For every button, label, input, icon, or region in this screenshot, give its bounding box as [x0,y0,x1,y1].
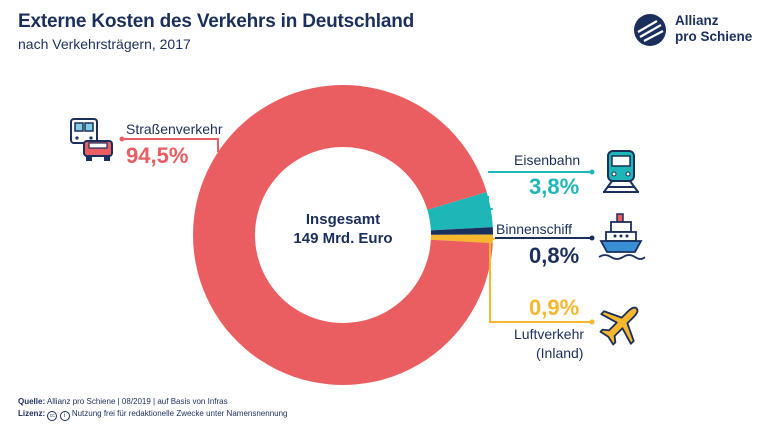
connector-strassenverkehr [122,138,219,152]
bus-car-icon [70,118,113,161]
ship-icon [598,213,645,260]
value-luftverkehr: 0,9% [529,295,580,320]
allianz-pro-schiene-logo-icon [634,14,666,46]
connector-dot-eisenbahn [589,169,595,175]
footer-license: Lizenz: cc i Nutzung frei für redaktione… [18,409,288,421]
train-icon [603,150,639,193]
label-luftverkehr-inland: (Inland) [536,345,584,361]
slice-strassenverkehr [192,84,493,385]
chart-title: Externe Kosten des Verkehrs in Deutschla… [18,11,415,32]
value-strassenverkehr: 94,5% [126,143,189,168]
connector-dot-luftverkehr [589,319,595,325]
center-total: Insgesamt 149 Mrd. Euro [268,210,418,248]
chart-subtitle: nach Verkehrsträgern, 2017 [18,36,191,52]
footer-source: Quelle: Allianz pro Schiene | 08/2019 | … [18,397,228,406]
label-luftverkehr: Luftverkehr [514,326,585,342]
connector-dot-binnenschiff [589,235,595,241]
slice-eisenbahn [427,191,493,231]
airplane-icon [599,306,639,346]
label-eisenbahn: Eisenbahn [514,152,581,168]
license-text: Nutzung frei für redaktionelle Zwecke un… [71,409,288,418]
value-eisenbahn: 3,8% [529,174,580,199]
value-binnenschiff: 0,8% [529,243,580,268]
center-line-1: Insgesamt [305,211,381,228]
logo-line-2: pro Schiene [675,29,753,44]
connector-luftverkehr [489,237,592,323]
cc-icon: cc [47,411,58,421]
label-binnenschiff: Binnenschiff [496,221,573,237]
connector-eisenbahn [487,196,493,211]
source-text: Allianz pro Schiene | 08/2019 | auf Basi… [46,397,228,406]
connector-dot-strassenverkehr [119,136,125,142]
source-label: Quelle: [18,397,46,406]
logo-text: Allianz pro Schiene [675,13,752,45]
center-line-2: 149 Mrd. Euro [293,230,393,247]
slice-luftverkehr [430,234,493,244]
slice-binnenschiff [430,227,493,235]
by-icon: i [59,411,70,421]
license-label: Lizenz: [18,409,46,418]
logo-line-1: Allianz [675,13,719,28]
allianz-logo: Allianz pro Schiene [633,12,759,50]
label-strassenverkehr: Straßenverkehr [126,121,223,137]
